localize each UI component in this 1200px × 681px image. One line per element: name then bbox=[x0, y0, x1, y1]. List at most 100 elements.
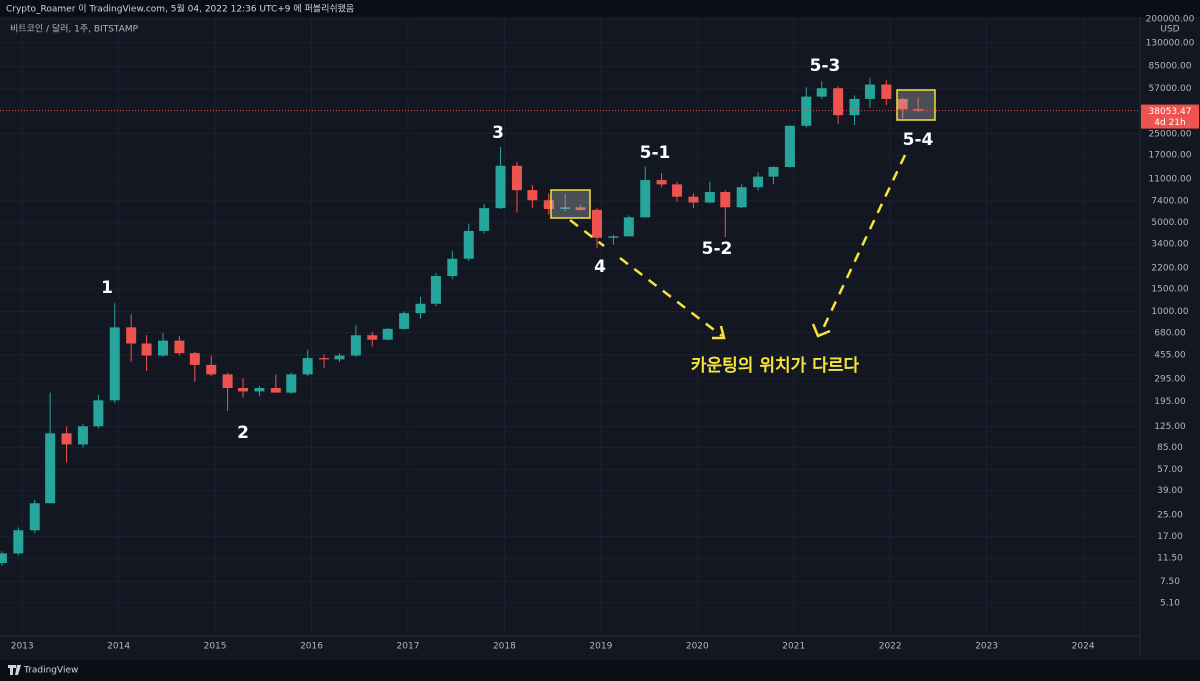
candle-body bbox=[238, 388, 249, 392]
candle-body bbox=[656, 180, 667, 185]
chart-subtitle: 비트코인 / 달러, 1주, BITSTAMP bbox=[10, 23, 139, 35]
candle-body bbox=[206, 364, 217, 375]
candle-body bbox=[463, 230, 474, 259]
candle-body bbox=[849, 98, 860, 116]
x-tick-label: 2020 bbox=[686, 642, 709, 652]
candle-body bbox=[29, 503, 40, 531]
candle-body bbox=[430, 276, 441, 304]
arrow bbox=[818, 154, 907, 336]
candle-body bbox=[495, 165, 506, 209]
candle-body bbox=[897, 98, 908, 110]
last-price-box bbox=[1141, 104, 1199, 129]
candle-body bbox=[109, 327, 120, 401]
last-price-label: 38053.47 bbox=[1149, 107, 1192, 117]
wave-label: 4 bbox=[594, 257, 606, 277]
x-tick-label: 2022 bbox=[879, 642, 902, 652]
y-tick-label: 195.00 bbox=[1154, 397, 1186, 407]
highlight-box bbox=[550, 189, 591, 219]
grid bbox=[0, 17, 1140, 636]
candle-body bbox=[543, 200, 554, 209]
candle-body bbox=[575, 207, 586, 210]
candle-body bbox=[61, 433, 72, 445]
y-tick-label: 85000.00 bbox=[1149, 62, 1192, 72]
candle-body bbox=[511, 165, 522, 191]
x-tick-label: 2014 bbox=[107, 642, 130, 652]
y-unit: USD bbox=[1160, 25, 1179, 35]
y-tick-label: 7.50 bbox=[1160, 577, 1180, 587]
candle-body bbox=[592, 209, 603, 238]
wave-label: 5-3 bbox=[810, 56, 841, 76]
candle-body bbox=[367, 335, 378, 340]
candles bbox=[0, 77, 924, 566]
arrowhead bbox=[811, 323, 831, 338]
candle-body bbox=[864, 84, 875, 99]
y-tick-label: 17.00 bbox=[1157, 532, 1183, 542]
candle-body bbox=[816, 88, 827, 97]
y-tick-label: 1500.00 bbox=[1151, 285, 1188, 295]
y-tick-label: 7400.00 bbox=[1151, 196, 1188, 206]
brand: TradingView bbox=[23, 666, 78, 676]
candle-body bbox=[13, 530, 24, 554]
logo bbox=[8, 665, 21, 675]
footer-bar bbox=[0, 660, 1200, 681]
candle-body bbox=[801, 96, 812, 126]
candle-body bbox=[479, 208, 490, 231]
x-tick-label: 2021 bbox=[782, 642, 805, 652]
y-tick-label: 5.10 bbox=[1160, 598, 1180, 608]
annotations: 1 2 3 4 5-1 5-2 5-3 5-4 카운팅의 위치가 다르다 bbox=[101, 56, 933, 443]
x-tick-label: 2013 bbox=[11, 642, 34, 652]
y-tick-label: 25.00 bbox=[1157, 511, 1183, 521]
y-tick-label: 17000.00 bbox=[1149, 151, 1192, 161]
x-tick-label: 2019 bbox=[589, 642, 612, 652]
candle-body bbox=[382, 328, 393, 340]
candle-body bbox=[0, 553, 7, 564]
y-tick-label: 39.00 bbox=[1157, 486, 1183, 496]
highlight-box bbox=[896, 89, 936, 121]
arrows bbox=[569, 154, 907, 337]
y-tick-label: 5000.00 bbox=[1151, 218, 1188, 228]
x-tick-label: 2023 bbox=[975, 642, 998, 652]
candle-body bbox=[447, 258, 458, 277]
candle-body bbox=[881, 84, 892, 99]
y-tick-label: 680.00 bbox=[1154, 328, 1186, 338]
candle-body bbox=[286, 374, 297, 393]
wave-label: 2 bbox=[237, 423, 249, 443]
countdown: 4d 21h bbox=[1154, 118, 1185, 128]
y-tick-label: 11000.00 bbox=[1149, 175, 1192, 185]
candle-body bbox=[302, 358, 313, 375]
candle-body bbox=[833, 88, 844, 116]
publisher: Crypto_Roamer 이 TradingView.com, 5월 04, … bbox=[6, 3, 354, 15]
candle-body bbox=[93, 400, 104, 427]
arrow bbox=[619, 257, 723, 337]
x-tick-label: 2016 bbox=[300, 642, 323, 652]
candle-body bbox=[334, 355, 345, 360]
candle-body bbox=[319, 358, 330, 360]
candle-body bbox=[350, 335, 361, 356]
candle-body bbox=[141, 343, 152, 356]
candle-body bbox=[913, 109, 924, 111]
x-tick-label: 2018 bbox=[493, 642, 516, 652]
candle-body bbox=[174, 340, 185, 354]
arrowhead bbox=[712, 325, 726, 340]
y-tick-label: 25000.00 bbox=[1149, 129, 1192, 139]
candle-body bbox=[415, 303, 426, 314]
candle-body bbox=[688, 196, 699, 203]
candle-body bbox=[560, 207, 571, 209]
x-tick-label: 2017 bbox=[397, 642, 420, 652]
y-tick-label: 125.00 bbox=[1154, 422, 1186, 432]
candle-body bbox=[527, 190, 538, 201]
arrow bbox=[569, 219, 605, 247]
y-tick-label: 57.00 bbox=[1157, 465, 1183, 475]
wave-label: 5-1 bbox=[640, 143, 671, 163]
wave-label: 1 bbox=[101, 278, 113, 298]
arrowheads bbox=[712, 323, 831, 340]
candle-body bbox=[77, 426, 88, 445]
y-tick-label: 130000.00 bbox=[1146, 38, 1195, 48]
candle-body bbox=[126, 327, 137, 344]
x-tick-label: 2024 bbox=[1072, 642, 1095, 652]
y-tick-label: 11.50 bbox=[1157, 554, 1183, 564]
candle-body bbox=[784, 125, 795, 167]
